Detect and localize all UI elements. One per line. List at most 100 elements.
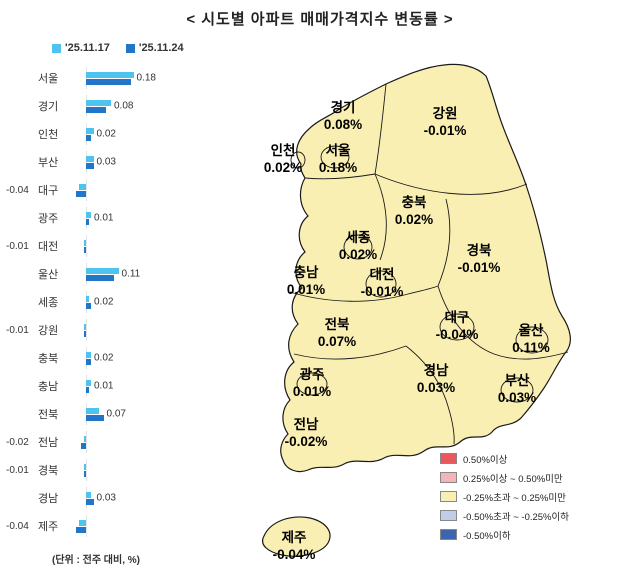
incheon-border — [290, 151, 306, 169]
bar-value-negative: -0.01 — [6, 324, 29, 336]
bar-value-negative: -0.01 — [6, 240, 29, 252]
map-region-value: -0.01% — [458, 260, 501, 275]
map-region-name: 강원 — [433, 105, 458, 121]
map-legend-label: 0.25%이상 ~ 0.50%미만 — [463, 473, 563, 485]
bar-value-negative: -0.01 — [6, 464, 29, 476]
bar-zone: 0.18 — [72, 64, 236, 92]
daegu-border — [439, 313, 475, 341]
gangwon-south-border — [374, 173, 528, 195]
bar-row: 울산 0.11 — [4, 260, 236, 288]
bar-row: 경기 0.08 — [4, 92, 236, 120]
bar-region-label: 서울 — [38, 73, 59, 85]
bar-zone — [72, 316, 236, 344]
jeju-island-shape — [262, 516, 331, 557]
chungbuk-gyeongbuk-border — [437, 198, 451, 287]
bar-zone — [72, 232, 236, 260]
bar-zone: 0.01 — [72, 372, 236, 400]
map-region-value: 0.02% — [395, 212, 433, 227]
bar-region-label: 경기 — [38, 101, 59, 113]
bar-region-label: 강원 — [38, 325, 59, 337]
map-region-name: 전남 — [294, 416, 319, 432]
map-region-value: -0.04% — [436, 327, 479, 342]
map-region-name: 대전 — [370, 266, 395, 282]
series-legend: '25.11.17 '25.11.24 — [52, 42, 184, 54]
bar-prev-week — [86, 156, 94, 162]
bar-curr-week — [86, 303, 91, 309]
bar-row: 인천 0.02 — [4, 120, 236, 148]
chungbuk-west-border — [374, 173, 387, 261]
map-region-value: 0.03% — [417, 380, 455, 395]
bar-value: 0.01 — [94, 212, 114, 224]
province-borders — [289, 83, 569, 445]
bar-prev-week — [78, 520, 86, 526]
bar-value: 0.18 — [136, 72, 156, 84]
bar-curr-week — [76, 527, 86, 533]
bar-zone: 0.03 — [72, 148, 236, 176]
map-region-value: -0.01% — [361, 284, 404, 299]
zero-axis — [86, 347, 87, 369]
map-region-name: 세종 — [346, 230, 371, 245]
zero-axis — [86, 291, 87, 313]
bar-row: 부산 0.03 — [4, 148, 236, 176]
bar-curr-week — [86, 275, 114, 281]
bar-prev-week — [83, 464, 86, 470]
bar-prev-week — [86, 296, 89, 302]
map-legend-swatch-icon — [440, 491, 457, 502]
bar-curr-week — [76, 191, 86, 197]
gyeongbuk-gyeongnam-border — [437, 285, 569, 360]
prev-week-swatch-icon — [52, 43, 61, 53]
bar-region-label: 충북 — [38, 353, 59, 365]
map-region-name: 서울 — [326, 142, 351, 158]
bar-prev-week — [86, 352, 91, 358]
map-legend-label: 0.50%이상 — [463, 454, 508, 466]
bar-row: 경남 0.03 — [4, 484, 236, 512]
map-region-name: 광주 — [300, 366, 325, 382]
bar-prev-week — [78, 184, 86, 190]
bar-row: 충북 0.02 — [4, 344, 236, 372]
map-region-name: 전북 — [325, 316, 350, 332]
zero-axis — [86, 123, 87, 145]
map-region-value: -0.04% — [273, 547, 316, 562]
busan-border — [500, 377, 534, 403]
zero-axis — [86, 151, 87, 173]
curr-week-swatch-icon — [125, 43, 135, 53]
gwangju-border — [296, 372, 328, 396]
bar-value: 0.07 — [106, 408, 126, 420]
bar-prev-week — [83, 324, 86, 330]
bar-zone: 0.02 — [72, 120, 236, 148]
bar-curr-week — [86, 219, 89, 225]
bar-zone: 0.01 — [72, 204, 236, 232]
bar-value: 0.03 — [96, 156, 116, 168]
bar-zone — [72, 176, 236, 204]
legend-item-prev-week: '25.11.17 — [52, 42, 110, 54]
map-legend-swatch-icon — [440, 529, 457, 540]
bar-value: 0.08 — [114, 100, 134, 112]
gyeonggi-south-border — [304, 173, 376, 180]
chungnam-jeonbuk-border — [289, 285, 439, 302]
bar-row: -0.01 경북 — [4, 456, 236, 484]
daejeon-border — [365, 270, 397, 298]
bar-region-label: 전남 — [38, 437, 59, 449]
bar-curr-week — [83, 247, 86, 253]
curr-week-label: '25.11.24 — [138, 42, 184, 54]
ulsan-border — [515, 326, 549, 354]
map-region-value: -0.01% — [424, 123, 467, 138]
bar-curr-week — [86, 135, 91, 141]
map-legend-swatch-icon — [440, 453, 457, 464]
map-legend-label: -0.50%이하 — [463, 530, 511, 542]
zero-axis — [86, 207, 87, 229]
bar-row: 전북 0.07 — [4, 400, 236, 428]
bar-row: 서울 0.18 — [4, 64, 236, 92]
bar-region-label: 대전 — [38, 241, 59, 253]
bar-prev-week — [86, 128, 94, 134]
bar-value: 0.11 — [121, 268, 141, 280]
map-region-name: 경남 — [424, 362, 449, 378]
gyeonggi-gangwon-border — [374, 83, 387, 175]
map-region-value: 0.11% — [512, 340, 550, 355]
mainland-shape — [280, 63, 571, 473]
zero-axis — [86, 67, 87, 89]
korea-map: 경기 0.08% 강원 -0.01% 인천 0.02% 서울 0.18% 충북 0.02% 세종 0.… — [238, 52, 638, 564]
bar-value-negative: -0.04 — [6, 520, 29, 532]
bar-prev-week — [86, 492, 91, 498]
